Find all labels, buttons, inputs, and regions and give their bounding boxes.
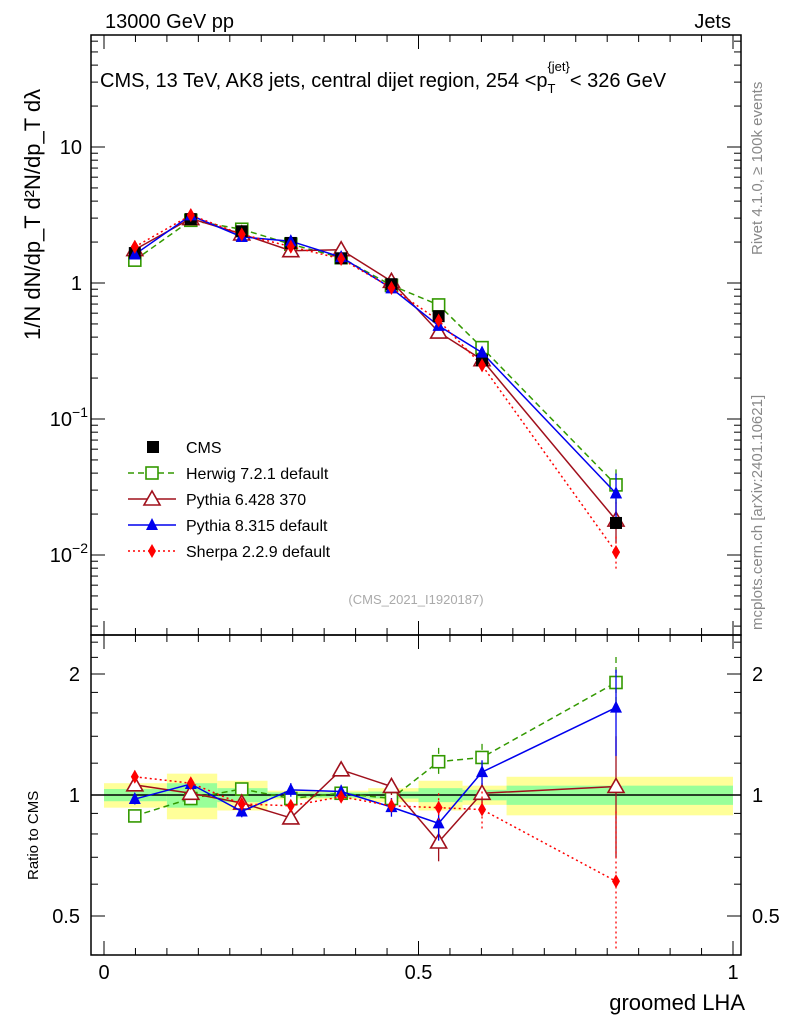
pythia-8-315-default-ratio-point [284, 782, 297, 795]
cms-data-point [610, 516, 623, 529]
sherpa-2-2-9-default-ratio-point [434, 800, 443, 815]
legend-label: CMS [186, 440, 222, 457]
legend-marker [148, 544, 156, 558]
x-tick-label: 1 [727, 962, 738, 984]
sherpa-2-2-9-default-main-point [434, 313, 443, 328]
herwig-7-2-1-default-main-point [431, 298, 446, 312]
ratio-y-label: Ratio to CMS [25, 791, 42, 880]
pythia-6-428-370-ratio-point [606, 776, 626, 794]
x-tick-label: 0.5 [405, 962, 433, 984]
pythia-6-428-370-ratio-point [125, 775, 145, 792]
ratio-y-tick-label: 0.5 [52, 906, 80, 928]
sherpa-2-2-9-default-main-point [612, 545, 621, 560]
pythia-8-315-default-ratio-point [610, 700, 623, 713]
pythia-6-428-370-main-point [429, 322, 449, 339]
legend-label: Pythia 6.428 370 [186, 492, 306, 509]
sherpa-2-2-9-default-ratio-point [612, 874, 621, 889]
x-tick-label: 0 [98, 962, 109, 984]
side-text-rivet: Rivet 4.1.0, ≥ 100k events [749, 82, 766, 255]
sherpa-2-2-9-default-main-point [130, 239, 139, 254]
pythia-8-315-default-ratio-point [432, 816, 445, 829]
legend-label: Pythia 8.315 default [186, 518, 328, 535]
sherpa-2-2-9-default-ratio-point [478, 802, 487, 817]
y-tick-label: 10−1 [50, 404, 88, 431]
header-right: Jets [694, 11, 731, 33]
pythia-6-428-370-ratio-point [382, 776, 401, 794]
sherpa-2-2-9-default-main-point [186, 208, 195, 223]
pythia-8-315-default-ratio-point [128, 792, 141, 805]
sherpa-2-2-9-default-main-point [286, 239, 295, 254]
ratio-y-tick-label-right: 2 [752, 664, 763, 686]
sherpa-2-2-9-default-main-point [387, 280, 396, 295]
header-left: 13000 GeV pp [105, 11, 234, 33]
sherpa-2-2-9-default-ratio-point [387, 798, 396, 813]
sherpa-2-2-9-default-main-point [337, 251, 346, 266]
herwig-7-2-1-default-ratio-point [128, 809, 142, 823]
pythia-6-428-370-ratio-point [331, 760, 351, 777]
sherpa-2-2-9-default-ratio-point [237, 796, 246, 811]
pythia-8-315-default-main-point [476, 345, 489, 358]
herwig-7-2-1-default-ratio-point [431, 754, 446, 769]
plot-title: CMS, 13 TeV, AK8 jets, central dijet reg… [100, 59, 667, 96]
pythia-8-315-default-ratio-point [476, 765, 489, 778]
sherpa-2-2-9-default-main-point [478, 358, 487, 373]
legend-marker [142, 489, 162, 506]
pythia-6-428-370-ratio-point [181, 783, 201, 801]
sherpa-2-2-9-default-ratio-point [337, 789, 346, 804]
ratio-y-tick-label-right: 0.5 [752, 906, 780, 928]
pythia-6-428-370-ratio-point [429, 832, 449, 849]
herwig-7-2-1-default-ratio-point [234, 782, 249, 796]
side-text-mcplots: mcplots.cern.ch [arXiv:2401.10621] [749, 395, 766, 630]
y-tick-label: 10−2 [50, 540, 88, 567]
y-tick-label: 1 [71, 273, 82, 295]
legend-cms-marker [147, 441, 159, 453]
ratio-y-tick-label: 2 [69, 664, 80, 686]
sherpa-2-2-9-default-main-point [237, 227, 246, 242]
y-axis-label: 1/N dN/dp_T d²N/dp_T dλ [20, 89, 45, 340]
sherpa-2-2-9-default-ratio-point [186, 776, 195, 791]
pythia-6-428-370-ratio-point [281, 808, 301, 825]
legend-marker [145, 466, 159, 480]
pythia-8-315-default-main-point [610, 486, 623, 499]
y-tick-label: 10 [60, 137, 82, 159]
legend-label: Herwig 7.2.1 default [186, 466, 329, 483]
analysis-watermark: (CMS_2021_I1920187) [348, 592, 483, 607]
ratio-y-tick-label: 1 [69, 785, 80, 807]
x-axis-label: groomed LHA [609, 990, 745, 1015]
sherpa-2-2-9-default-ratio-point [130, 769, 139, 784]
sherpa-2-2-9-default-ratio-point [286, 798, 295, 813]
ratio-y-tick-label-right: 1 [752, 785, 763, 807]
legend-label: Sherpa 2.2.9 default [186, 544, 331, 561]
legend-marker [146, 518, 158, 530]
